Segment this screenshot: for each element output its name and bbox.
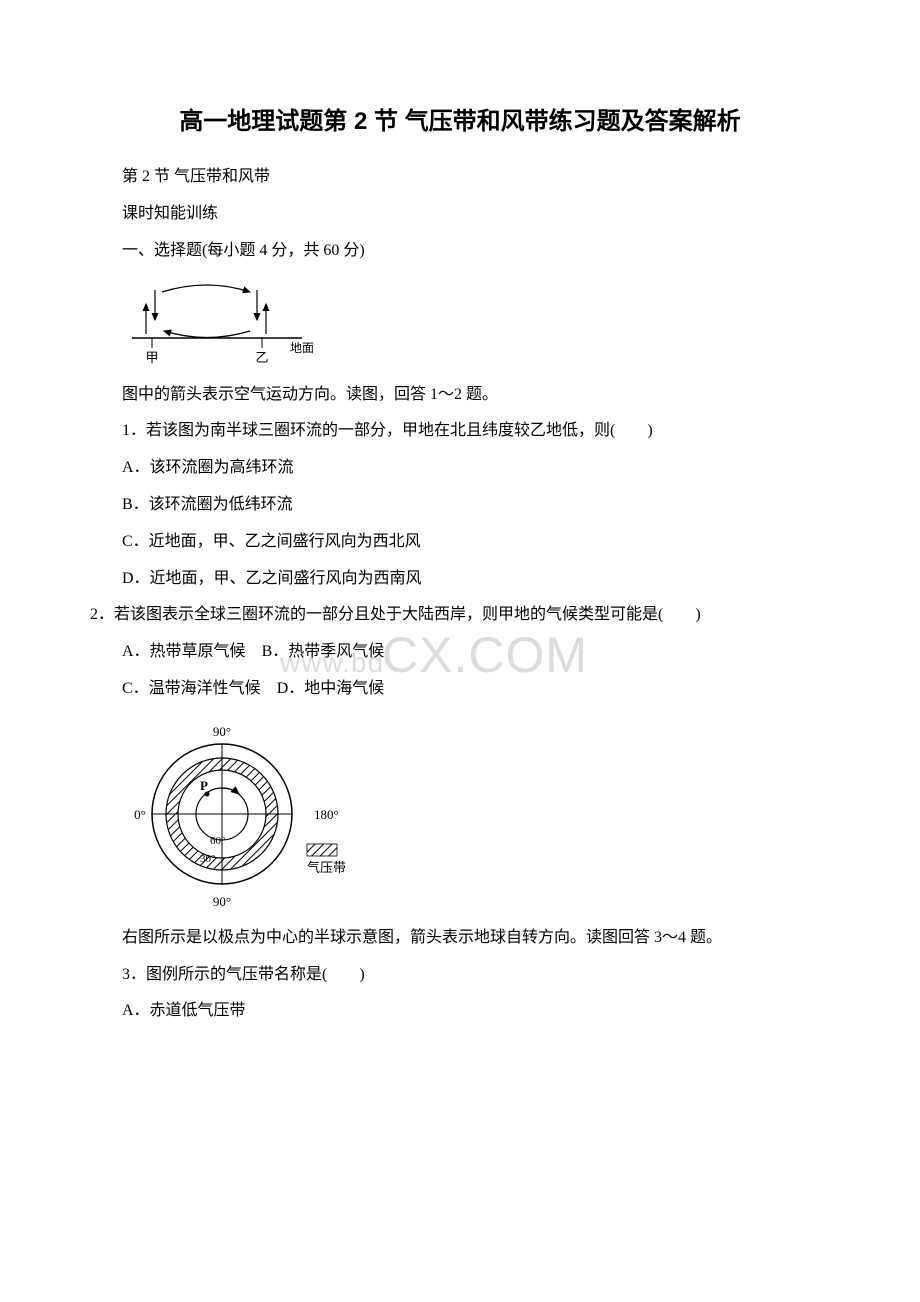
q1-optA: A．该环流圈为高纬环流 xyxy=(90,454,830,483)
fig2-legend: 气压带 xyxy=(307,860,346,875)
subtitle: 第 2 节 气压带和风带 xyxy=(90,163,830,192)
passage-2: 右图所示是以极点为中心的半球示意图，箭头表示地球自转方向。读图回答 3～4 题。 xyxy=(90,924,830,953)
fig2-right: 180° xyxy=(314,807,339,822)
fig2-left: 0° xyxy=(134,807,146,822)
fig2-p: P xyxy=(200,778,208,793)
part1-label: 一、选择题(每小题 4 分，共 60 分) xyxy=(90,237,830,266)
fig1-label-left: 甲 xyxy=(145,350,158,365)
q2-optA: A．热带草原气候 xyxy=(122,643,246,660)
fig2-30: 30° xyxy=(200,853,215,865)
fig1-label-right: 乙 xyxy=(255,350,268,365)
page-title: 高一地理试题第 2 节 气压带和风带练习题及答案解析 xyxy=(90,100,830,143)
figure-2-polar: 90° 90° 0° 180° P 60° 30° 气压带 xyxy=(122,714,830,914)
q2-optB: B．热带季风气候 xyxy=(262,643,385,660)
fig2-bottom: 90° xyxy=(213,894,231,909)
fig2-top: 90° xyxy=(213,724,231,739)
q1-optC: C．近地面，甲、乙之间盛行风向为西北风 xyxy=(90,528,830,557)
q2-optD: D．地中海气候 xyxy=(277,680,385,697)
q2-optC: C．温带海洋性气候 xyxy=(122,680,261,697)
q2-row2: C．温带海洋性气候 D．地中海气候 xyxy=(90,675,830,704)
q2-row1: A．热带草原气候 B．热带季风气候 xyxy=(90,638,830,667)
fig2-60: 60° xyxy=(210,835,225,847)
q3-optA: A．赤道低气压带 xyxy=(90,997,830,1026)
q1-optD: D．近地面，甲、乙之间盛行风向为西南风 xyxy=(90,565,830,594)
q2-stem: 2．若该图表示全球三圈环流的一部分且处于大陆西岸，则甲地的气候类型可能是( ) xyxy=(90,601,830,630)
section-label: 课时知能训练 xyxy=(90,200,830,229)
q3-stem: 3．图例所示的气压带名称是( ) xyxy=(90,961,830,990)
figure-1-circulation: 甲 乙 地面 xyxy=(122,276,830,371)
fig1-label-ground: 地面 xyxy=(290,341,314,355)
passage-1: 图中的箭头表示空气运动方向。读图，回答 1～2 题。 xyxy=(90,381,830,410)
q1-stem: 1．若该图为南半球三圈环流的一部分，甲地在北且纬度较乙地低，则( ) xyxy=(90,417,830,446)
q1-optB: B．该环流圈为低纬环流 xyxy=(90,491,830,520)
